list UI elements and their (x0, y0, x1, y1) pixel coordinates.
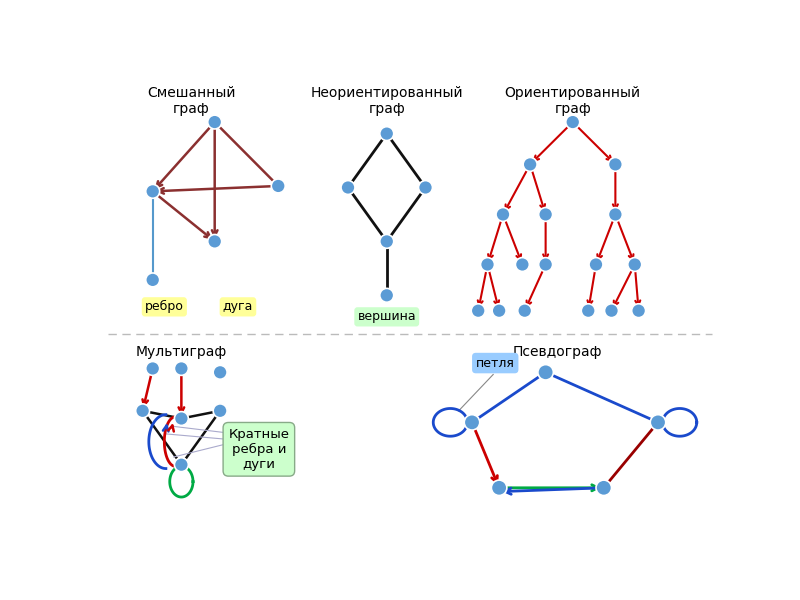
Circle shape (491, 480, 507, 496)
Circle shape (589, 257, 603, 271)
Circle shape (538, 208, 553, 221)
Text: Ориентированный
граф: Ориентированный граф (505, 86, 641, 116)
Circle shape (582, 304, 595, 317)
Circle shape (380, 289, 394, 302)
Circle shape (538, 257, 553, 271)
Circle shape (481, 257, 494, 271)
Text: Неориентированный
граф: Неориентированный граф (310, 86, 463, 116)
Text: дуга: дуга (222, 301, 253, 313)
Circle shape (146, 184, 160, 198)
Text: Псевдограф: Псевдограф (513, 346, 602, 359)
Circle shape (271, 179, 286, 193)
Circle shape (605, 304, 618, 317)
Circle shape (213, 365, 227, 379)
Circle shape (650, 415, 666, 430)
Circle shape (632, 304, 646, 317)
Circle shape (136, 404, 150, 418)
Circle shape (174, 412, 188, 425)
Text: петля: петля (476, 356, 514, 370)
Circle shape (174, 362, 188, 376)
Circle shape (213, 404, 227, 418)
Text: Кратные
ребра и
дуги: Кратные ребра и дуги (228, 428, 290, 471)
Text: ребро: ребро (145, 301, 184, 313)
Circle shape (492, 304, 506, 317)
Circle shape (464, 415, 480, 430)
Circle shape (515, 257, 530, 271)
Text: вершина: вершина (358, 310, 416, 323)
Circle shape (146, 362, 160, 376)
Circle shape (208, 235, 222, 248)
Circle shape (596, 480, 611, 496)
Circle shape (628, 257, 642, 271)
Text: Мультиграф: Мультиграф (136, 346, 227, 359)
Circle shape (518, 304, 532, 317)
Circle shape (566, 115, 580, 129)
Circle shape (341, 181, 355, 194)
Circle shape (146, 273, 160, 287)
Circle shape (380, 127, 394, 140)
Text: Смешанный
граф: Смешанный граф (147, 86, 236, 116)
Circle shape (608, 157, 622, 172)
Circle shape (496, 208, 510, 221)
Circle shape (208, 115, 222, 129)
Circle shape (471, 304, 485, 317)
Circle shape (538, 365, 554, 380)
Circle shape (608, 208, 622, 221)
Circle shape (380, 235, 394, 248)
Circle shape (418, 181, 433, 194)
Circle shape (174, 458, 188, 472)
Circle shape (523, 157, 537, 172)
